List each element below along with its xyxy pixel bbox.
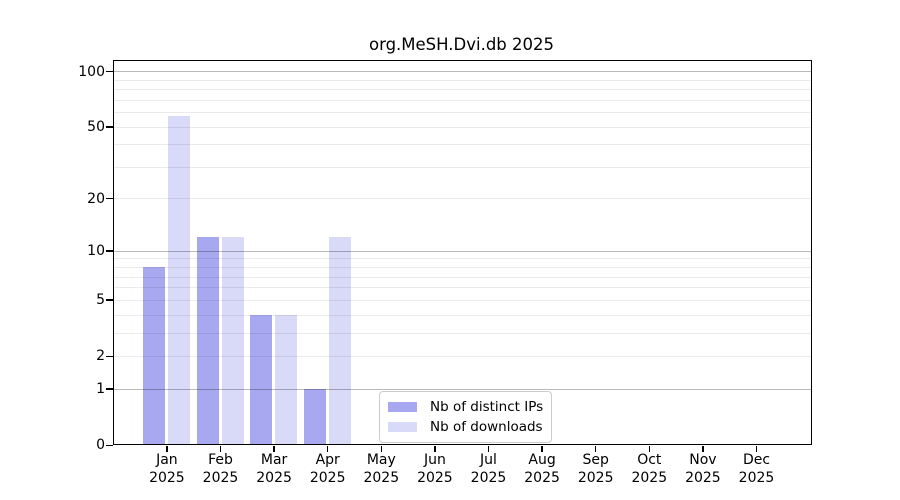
bar-apr-nb-of-distinct-ips [303,388,326,444]
minor-gridline-60 [114,112,811,114]
x-axis-tick [702,445,704,453]
y-axis-tick [106,355,113,357]
x-tick-label-jul: Jul 2025 [456,452,522,487]
month-label: Sep [582,452,609,468]
month-label: Feb [208,452,233,468]
year-label: 2025 [363,469,400,486]
minor-gridline-50 [114,126,811,128]
y-axis-tick [106,250,113,252]
minor-gridline-20 [114,198,811,200]
bar-feb-nb-of-downloads [221,237,244,444]
x-tick-label-apr: Apr 2025 [295,452,361,487]
y-tick-label-10: 10 [87,243,105,260]
y-axis-tick [106,388,113,390]
bar-jan-nb-of-distinct-ips [143,266,165,444]
y-tick-label-1: 1 [96,381,105,398]
x-axis-tick [166,445,168,453]
bar-mar-nb-of-distinct-ips [250,314,273,444]
x-axis-tick [380,445,382,453]
month-label: Apr [315,452,340,468]
year-label: 2025 [417,469,453,486]
y-tick-label-20: 20 [87,190,105,207]
minor-gridline-80 [114,89,811,91]
minor-gridline-30 [114,166,811,168]
month-label: Aug [528,452,556,468]
x-tick-label-dec: Dec 2025 [724,452,790,487]
x-axis-tick [648,445,650,453]
legend-item-distinct-ips: Nb of distinct IPs [388,397,543,417]
minor-gridline-70 [114,99,811,101]
bar-feb-nb-of-distinct-ips [196,237,219,444]
y-axis-tick [106,126,113,128]
y-tick-label-100: 100 [78,63,105,80]
x-axis-tick [273,445,275,453]
plot-area: Nb of distinct IPs Nb of downloads [113,60,812,445]
y-tick-label-5: 5 [96,292,105,309]
x-tick-label-feb: Feb 2025 [188,452,254,487]
x-axis-tick [487,445,490,453]
month-label: May [366,452,396,468]
year-label: 2025 [577,469,614,486]
month-label: Oct [637,452,662,468]
x-tick-label-sep: Sep 2025 [563,452,629,487]
x-axis-tick [541,445,543,453]
x-tick-label-aug: Aug 2025 [509,452,575,487]
month-label: Jun [423,452,446,468]
bar-apr-nb-of-downloads [328,237,351,444]
chart-title: org.MeSH.Dvi.db 2025 [368,35,554,54]
minor-gridline-40 [114,144,811,146]
x-tick-label-nov: Nov 2025 [670,452,736,487]
month-label: Dec [742,452,771,468]
y-axis-tick [106,444,113,446]
x-axis-tick [434,445,436,453]
x-tick-label-oct: Oct 2025 [616,452,682,487]
y-tick-label-0: 0 [96,437,105,454]
legend-label-distinct-ips: Nb of distinct IPs [430,399,544,415]
y-axis-tick [106,70,113,73]
x-tick-label-jun: Jun 2025 [402,452,468,487]
y-tick-label-50: 50 [87,118,105,135]
x-tick-label-mar: Mar 2025 [241,452,307,487]
y-axis-tick [106,198,113,200]
legend-swatch-downloads [388,422,417,432]
x-axis-tick [755,445,758,453]
bar-mar-nb-of-downloads [275,314,298,444]
y-axis-tick [106,299,113,301]
year-label: 2025 [631,469,668,486]
x-axis-tick [327,445,329,453]
year-label: 2025 [149,469,185,486]
year-label: 2025 [524,469,560,486]
legend-label-downloads: Nb of downloads [430,419,543,435]
year-label: 2025 [685,469,721,486]
major-gridline-100 [114,71,811,73]
legend-swatch-distinct-ips [388,402,417,412]
x-tick-label-may: May 2025 [348,452,414,487]
x-tick-label-jan: Jan 2025 [134,452,200,487]
month-label: Jul [480,452,497,468]
y-tick-label-2: 2 [96,348,105,365]
year-label: 2025 [738,469,775,486]
month-label: Jan [156,452,178,468]
year-label: 2025 [309,469,346,486]
month-label: Nov [689,452,717,468]
x-axis-tick [595,445,597,453]
year-label: 2025 [256,469,292,486]
x-axis-tick [219,445,222,453]
year-label: 2025 [470,469,507,486]
legend-item-downloads: Nb of downloads [388,417,543,437]
month-label: Mar [260,452,288,468]
minor-gridline-90 [114,79,811,81]
year-label: 2025 [202,469,239,486]
legend: Nb of distinct IPs Nb of downloads [379,391,553,443]
bar-jan-nb-of-downloads [168,116,190,444]
